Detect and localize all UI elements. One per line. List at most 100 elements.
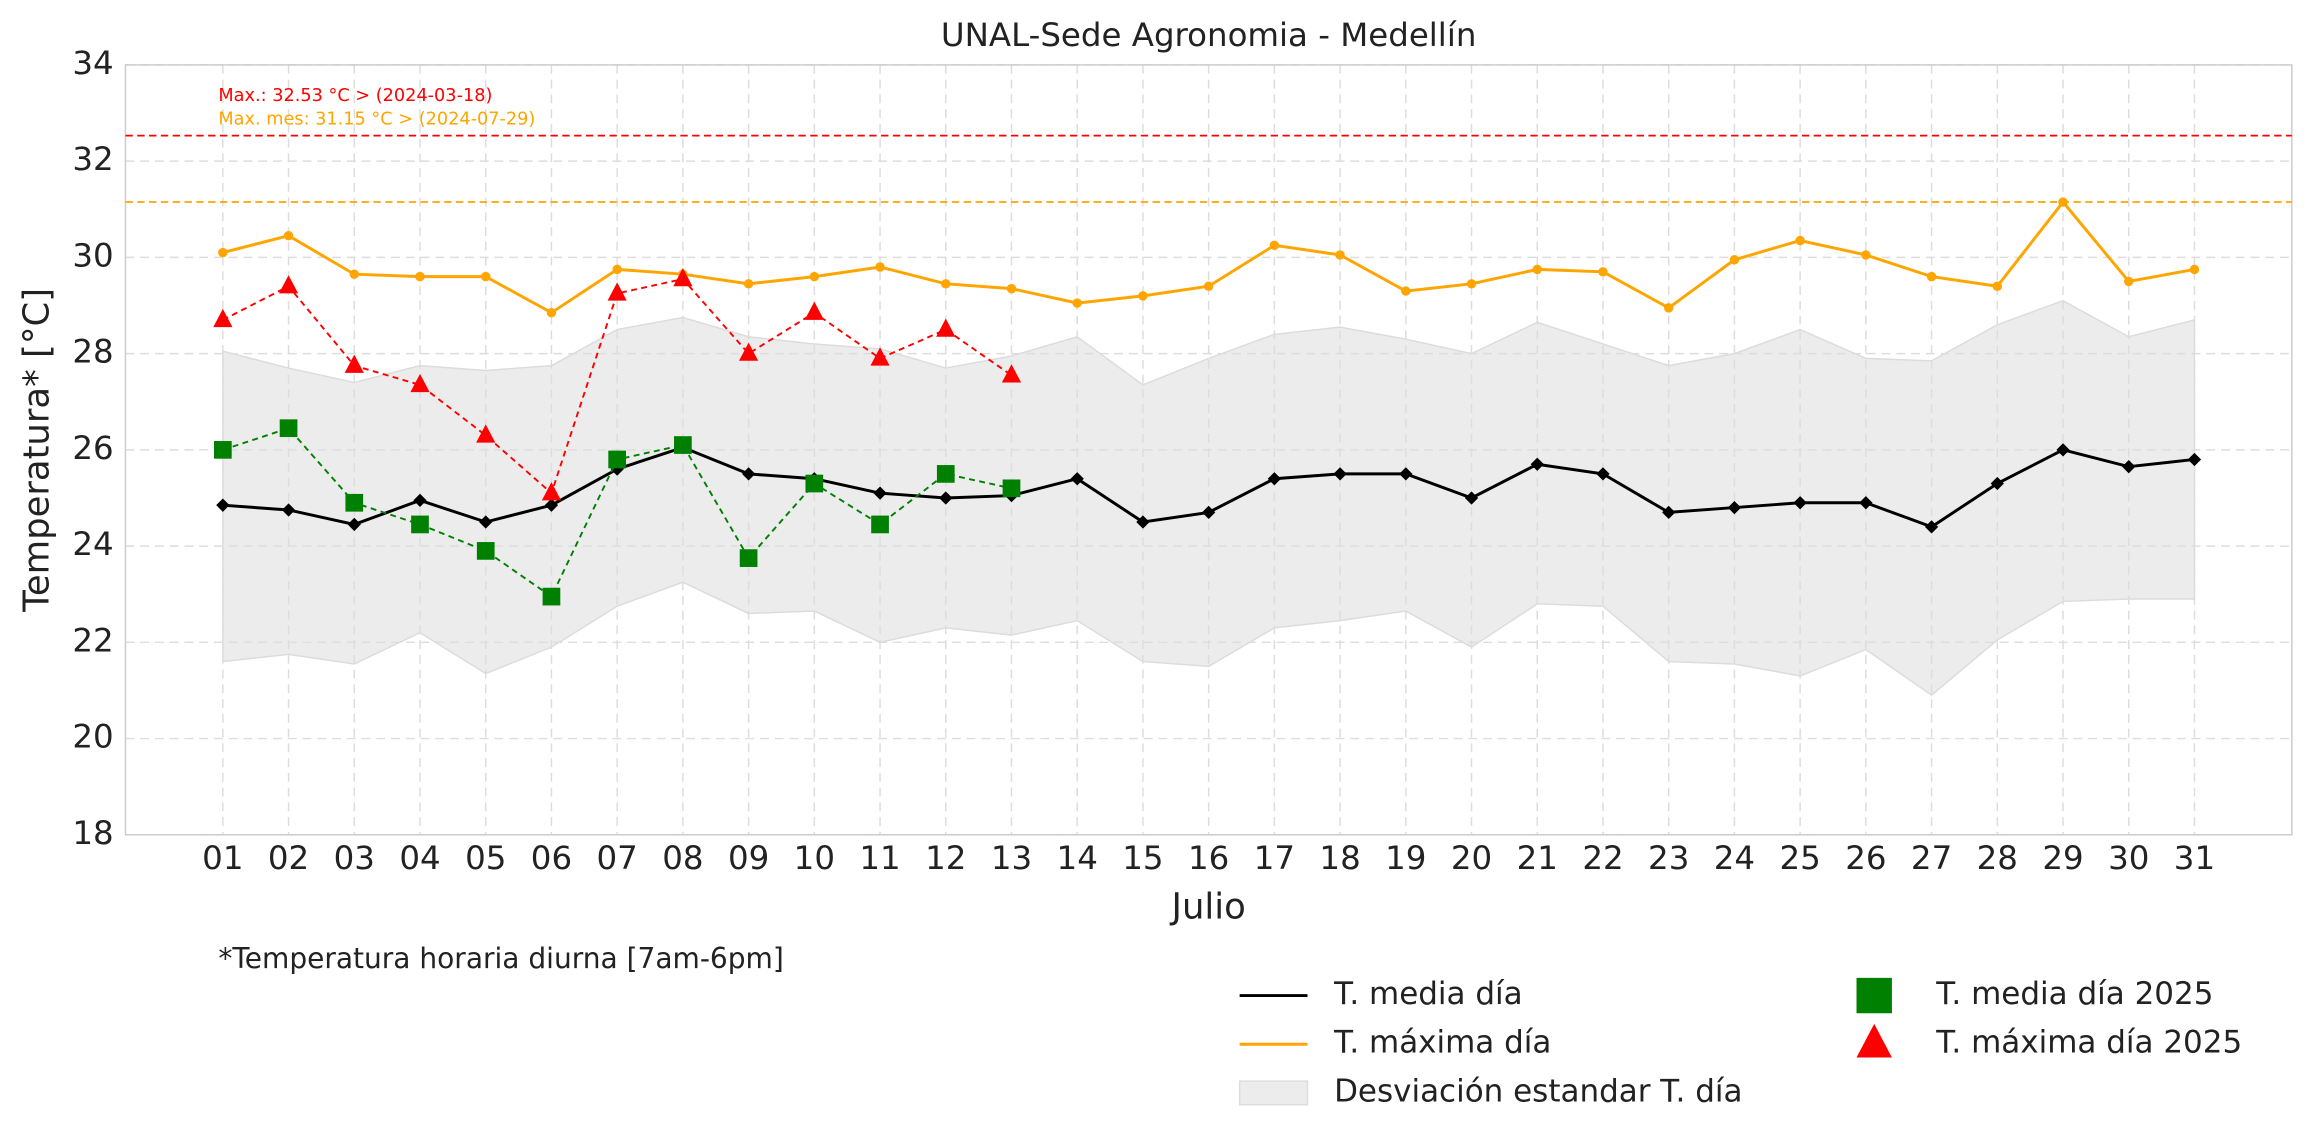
marker <box>936 318 956 337</box>
x-tick-label: 21 <box>1517 839 1558 877</box>
marker <box>1002 479 1021 498</box>
marker <box>479 515 493 529</box>
marker <box>1269 240 1280 251</box>
x-tick-label: 02 <box>268 839 309 877</box>
x-tick-label: 16 <box>1188 839 1229 877</box>
marker <box>1335 250 1345 260</box>
marker <box>2056 443 2070 457</box>
marker <box>1138 291 1148 301</box>
x-tick-label: 30 <box>2108 839 2149 877</box>
marker <box>411 515 429 534</box>
marker <box>871 515 889 534</box>
legend-label: Desviación estandar T. día <box>1334 1073 1742 1109</box>
marker <box>2058 197 2068 207</box>
marker <box>1793 496 1807 510</box>
marker <box>1795 235 1805 246</box>
marker <box>278 275 299 294</box>
x-tick-label: 06 <box>531 839 572 877</box>
marker <box>1532 264 1542 275</box>
marker <box>415 271 425 282</box>
marker <box>1856 977 1892 1014</box>
marker <box>743 279 754 289</box>
x-tick-label: 27 <box>1911 839 1952 877</box>
marker <box>809 271 820 282</box>
marker <box>1663 303 1674 313</box>
marker <box>216 498 230 512</box>
x-tick-label: 22 <box>1582 839 1623 877</box>
x-tick-label: 11 <box>859 839 900 877</box>
y-tick-label: 32 <box>72 140 113 178</box>
marker <box>875 262 885 272</box>
legend-swatch <box>1238 1080 1309 1106</box>
marker <box>1001 364 1022 383</box>
marker <box>213 440 232 459</box>
marker <box>1598 267 1608 277</box>
marker <box>739 342 759 361</box>
marker <box>541 482 562 501</box>
marker <box>413 493 427 508</box>
marker <box>805 474 824 493</box>
marker <box>941 279 951 289</box>
marker <box>739 549 758 567</box>
marker <box>476 424 496 443</box>
marker <box>1662 505 1676 520</box>
x-tick-label: 14 <box>1057 839 1098 877</box>
marker <box>1530 457 1544 471</box>
marker <box>939 491 953 505</box>
marker <box>546 307 557 318</box>
legend-label: T. máxima día <box>1333 1025 1551 1061</box>
x-tick-label: 09 <box>728 839 769 877</box>
marker <box>213 308 233 328</box>
x-tick-label: 31 <box>2174 839 2215 877</box>
x-tick-label: 25 <box>1779 839 1820 877</box>
x-tick-label: 05 <box>465 839 506 877</box>
legend-label: T. media día 2025 <box>1935 976 2213 1012</box>
marker <box>1990 476 2004 491</box>
marker <box>741 467 756 481</box>
marker <box>1729 255 1740 265</box>
y-tick-label: 24 <box>72 525 113 563</box>
marker <box>542 587 561 606</box>
x-tick-label: 07 <box>597 839 638 877</box>
marker <box>1203 281 1214 291</box>
y-tick-label: 30 <box>72 236 113 274</box>
footnote: *Temperatura horaria diurna [7am-6pm] <box>218 942 783 975</box>
marker <box>1926 271 1937 282</box>
chart-title: UNAL-Sede Agronomia - Medellín <box>941 16 1477 54</box>
x-tick-label: 29 <box>2042 839 2083 877</box>
marker <box>674 436 692 454</box>
y-tick-label: 34 <box>72 44 113 82</box>
marker <box>279 419 298 438</box>
x-tick-label: 28 <box>1977 839 2018 877</box>
marker <box>2122 460 2136 474</box>
marker <box>1992 281 2003 291</box>
x-tick-label: 08 <box>662 839 703 877</box>
marker <box>1596 467 1610 481</box>
legend-label: T. media día <box>1333 976 1523 1012</box>
y-tick-label: 26 <box>72 429 113 467</box>
marker <box>218 247 228 258</box>
marker <box>1727 500 1742 515</box>
reference-label: Max. mes: 31.15 °C > (2024-07-29) <box>218 109 535 129</box>
marker <box>612 264 622 275</box>
x-tick-label: 26 <box>1845 839 1886 877</box>
x-tick-label: 23 <box>1648 839 1689 877</box>
y-tick-label: 18 <box>72 814 113 852</box>
marker <box>1006 283 1017 294</box>
marker <box>873 486 887 500</box>
x-tick-label: 15 <box>1122 839 1163 877</box>
x-tick-label: 01 <box>202 839 243 877</box>
x-tick-label: 18 <box>1319 839 1360 877</box>
marker <box>349 269 360 279</box>
x-tick-label: 04 <box>399 839 440 877</box>
marker <box>1072 298 1082 308</box>
marker <box>607 282 627 301</box>
marker <box>2124 276 2134 287</box>
marker <box>673 267 693 287</box>
x-tick-label: 13 <box>991 839 1032 877</box>
legend-label: T. máxima día 2025 <box>1935 1025 2242 1061</box>
marker <box>1856 1023 1892 1058</box>
x-tick-label: 17 <box>1254 839 1295 877</box>
x-tick-label: 19 <box>1385 839 1426 877</box>
